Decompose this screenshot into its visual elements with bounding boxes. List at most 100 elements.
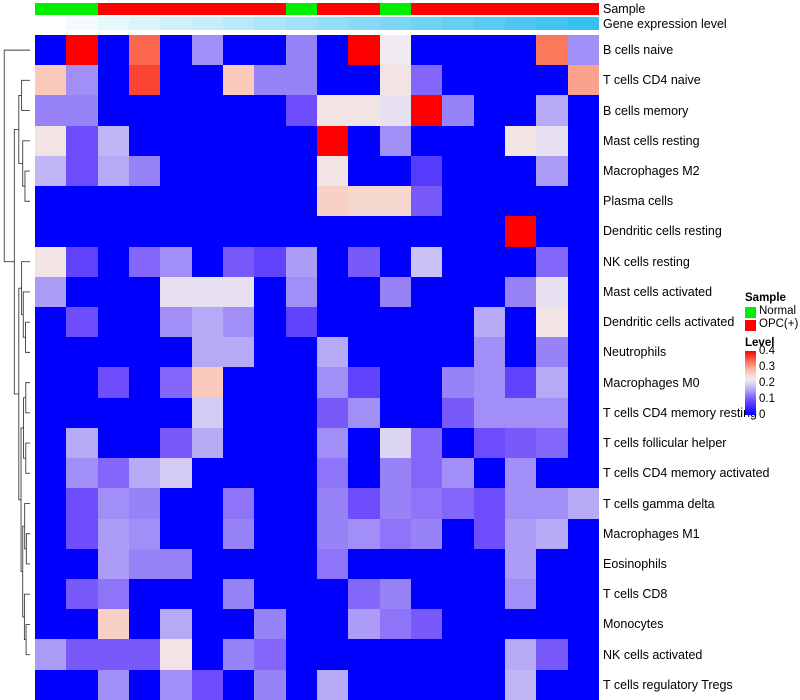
heatmap-cell bbox=[536, 609, 568, 640]
heatmap-cell bbox=[66, 488, 98, 519]
heatmap-row-label: Neutrophils bbox=[603, 345, 667, 360]
heatmap-cell bbox=[316, 397, 349, 428]
heatmap-cell bbox=[504, 458, 537, 489]
heatmap-cell bbox=[97, 578, 129, 610]
heatmap-cell bbox=[97, 216, 129, 247]
gene-expression-annotation-cell bbox=[66, 17, 98, 30]
heatmap-cell bbox=[348, 397, 380, 428]
gene-expression-annotation-cell bbox=[191, 17, 223, 30]
heatmap-cell bbox=[567, 216, 599, 247]
heatmap-cell bbox=[66, 35, 98, 66]
heatmap-cell bbox=[222, 548, 255, 579]
heatmap-cell bbox=[35, 216, 67, 247]
heatmap-cell bbox=[222, 125, 255, 156]
heatmap-cell bbox=[504, 276, 537, 307]
heatmap-cell bbox=[128, 306, 161, 338]
heatmap-cell bbox=[473, 65, 505, 96]
heatmap-cell bbox=[442, 155, 474, 187]
heatmap-cell bbox=[379, 609, 411, 640]
heatmap-cell bbox=[536, 125, 568, 156]
heatmap-cell bbox=[442, 276, 474, 307]
heatmap-cell bbox=[160, 95, 192, 126]
sample-legend: Sample Normal OPC(+) bbox=[745, 292, 800, 331]
heatmap-row-label: B cells memory bbox=[603, 103, 689, 118]
heatmap-cell bbox=[222, 639, 255, 670]
heatmap-cell bbox=[410, 488, 443, 519]
heatmap-cell bbox=[348, 65, 380, 96]
heatmap-row-label: T cells follicular helper bbox=[603, 436, 727, 451]
heatmap-cell bbox=[536, 65, 568, 96]
heatmap-row bbox=[35, 155, 599, 187]
heatmap-cell bbox=[473, 35, 505, 66]
heatmap-cell bbox=[536, 306, 568, 338]
heatmap-row-label: Macrophages M0 bbox=[603, 375, 700, 390]
heatmap-cell bbox=[191, 155, 223, 187]
heatmap-row-label: Monocytes bbox=[603, 617, 664, 632]
heatmap-cell bbox=[128, 458, 161, 489]
heatmap-cell bbox=[379, 518, 411, 549]
sample-annotation-cell bbox=[285, 3, 317, 15]
heatmap-cell bbox=[285, 246, 317, 277]
heatmap-cell bbox=[504, 427, 537, 459]
sample-legend-text: Normal bbox=[759, 305, 797, 318]
heatmap-cell bbox=[222, 186, 255, 217]
heatmap-cell bbox=[285, 427, 317, 459]
heatmap-cell bbox=[66, 186, 98, 217]
heatmap-cell bbox=[66, 427, 98, 459]
heatmap-cell bbox=[473, 578, 505, 610]
heatmap-cell bbox=[222, 246, 255, 277]
heatmap-cell bbox=[254, 35, 286, 66]
heatmap-cell bbox=[504, 367, 537, 398]
heatmap-cell bbox=[316, 306, 349, 338]
heatmap-cell bbox=[191, 458, 223, 489]
heatmap-cell bbox=[222, 155, 255, 187]
heatmap-cell bbox=[316, 95, 349, 126]
heatmap-cell bbox=[128, 125, 161, 156]
heatmap-row-label: Macrophages M1 bbox=[603, 526, 700, 541]
heatmap-cell bbox=[160, 367, 192, 398]
level-colorbar bbox=[745, 351, 756, 416]
heatmap-cell bbox=[316, 458, 349, 489]
heatmap-cell bbox=[316, 518, 349, 549]
heatmap-cell bbox=[316, 216, 349, 247]
heatmap-row-label: T cells regulatory Tregs bbox=[603, 677, 733, 692]
heatmap-cell bbox=[128, 65, 161, 96]
heatmap-cell bbox=[285, 578, 317, 610]
heatmap-cell bbox=[97, 306, 129, 338]
heatmap-cell bbox=[191, 35, 223, 66]
heatmap-cell bbox=[191, 427, 223, 459]
heatmap-cell bbox=[254, 337, 286, 368]
heatmap-cell bbox=[348, 337, 380, 368]
gene-expression-annotation-cell bbox=[567, 17, 599, 30]
sample-annotation-cell bbox=[536, 3, 568, 15]
heatmap-row-label: Mast cells resting bbox=[603, 133, 700, 148]
sample-legend-items: Normal OPC(+) bbox=[745, 306, 800, 331]
heatmap-row bbox=[35, 609, 599, 640]
heatmap-cell bbox=[66, 458, 98, 489]
heatmap-cell bbox=[191, 488, 223, 519]
heatmap-cell bbox=[160, 306, 192, 338]
level-colorbar-wrap: 0.4 0.3 0.2 0.1 0 bbox=[745, 346, 800, 421]
heatmap-cell bbox=[316, 548, 349, 579]
heatmap-cell bbox=[128, 216, 161, 247]
heatmap-cell bbox=[504, 488, 537, 519]
heatmap-cell bbox=[567, 609, 599, 640]
heatmap-cell bbox=[316, 488, 349, 519]
heatmap-cell bbox=[97, 669, 129, 700]
gene-expression-annotation-cell bbox=[442, 17, 474, 30]
sample-legend-swatch bbox=[745, 306, 756, 318]
heatmap-cell bbox=[536, 639, 568, 670]
heatmap-cell bbox=[191, 276, 223, 307]
heatmap-cell bbox=[97, 337, 129, 368]
heatmap-cell bbox=[254, 65, 286, 96]
heatmap-cell bbox=[254, 609, 286, 640]
sample-annotation-cell bbox=[97, 3, 129, 15]
heatmap-cell bbox=[66, 337, 98, 368]
level-tick-label: 0 bbox=[759, 409, 766, 422]
heatmap-cell bbox=[254, 639, 286, 670]
heatmap-cell bbox=[191, 337, 223, 368]
heatmap-cell bbox=[473, 639, 505, 670]
heatmap-cell bbox=[348, 458, 380, 489]
heatmap-cell bbox=[191, 518, 223, 549]
